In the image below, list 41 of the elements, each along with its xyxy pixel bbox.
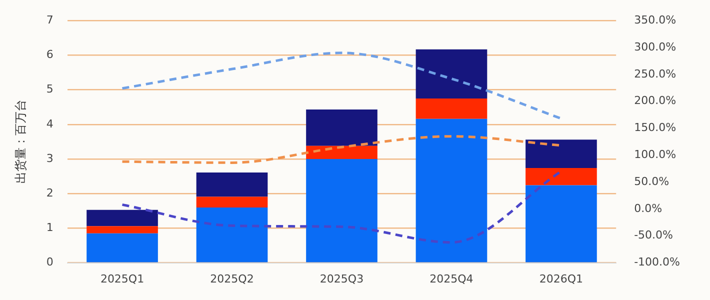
y2-tick-label: -50.0% xyxy=(634,228,674,242)
bar xyxy=(416,118,488,262)
y-tick-label: 2 xyxy=(46,186,54,200)
y-tick-label: 3 xyxy=(46,152,54,165)
y-axis-title: 出货量：百万台 xyxy=(13,100,28,184)
y-tick-label: 6 xyxy=(46,48,54,62)
x-tick-label: 2026Q1 xyxy=(539,272,584,286)
line-series xyxy=(121,52,562,120)
bar xyxy=(306,110,378,146)
bar xyxy=(306,146,378,159)
bar xyxy=(306,159,378,262)
bar xyxy=(86,226,158,234)
bar xyxy=(526,168,597,186)
bar xyxy=(86,210,158,226)
y-tick-label: 0 xyxy=(46,256,54,269)
y2-tick-label: 100.0% xyxy=(634,148,676,162)
y-tick-label: 5 xyxy=(46,82,54,96)
bar xyxy=(416,49,488,98)
y2-tick-label: 300.0% xyxy=(634,40,676,54)
bar xyxy=(196,207,268,262)
bar xyxy=(196,196,268,208)
y2-tick-label: 50.0% xyxy=(634,174,670,188)
bar xyxy=(526,140,597,168)
bar xyxy=(526,185,597,262)
x-tick-label: 2025Q1 xyxy=(100,272,144,286)
y-tick-label: 7 xyxy=(46,13,54,26)
y2-tick-label: -100.0% xyxy=(634,256,680,269)
y2-tick-label: 250.0% xyxy=(634,67,676,80)
y-tick-label: 1 xyxy=(46,221,54,234)
y2-tick-label: 0.0% xyxy=(634,202,662,215)
bar xyxy=(196,172,268,197)
y2-tick-label: 350.0% xyxy=(634,13,676,26)
y-tick-label: 4 xyxy=(46,117,54,130)
bar xyxy=(86,233,158,262)
line-series xyxy=(121,170,562,244)
y2-tick-label: 150.0% xyxy=(634,121,676,134)
bar xyxy=(416,98,488,119)
x-tick-label: 2025Q3 xyxy=(320,272,364,286)
x-tick-label: 2025Q2 xyxy=(210,272,254,286)
y2-tick-label: 200.0% xyxy=(634,94,676,108)
x-tick-label: 2025Q4 xyxy=(430,272,474,286)
